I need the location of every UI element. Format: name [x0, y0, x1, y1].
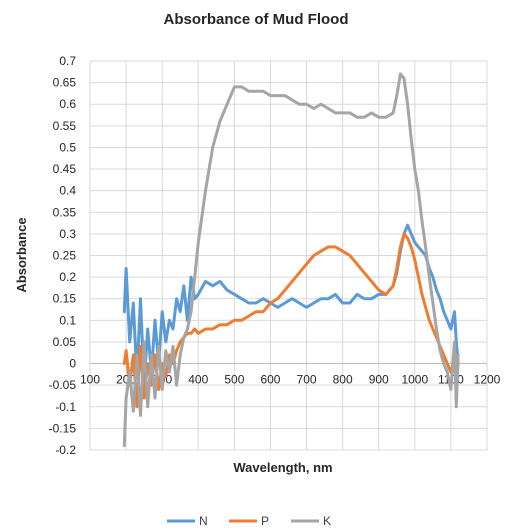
y-tick-label: 0.2 [59, 270, 76, 284]
y-tick-labels: -0.2 -0.15 -0.1 -0.05 0 0.05 0.1 0.15 0.2 0.25 0.3… [49, 54, 77, 457]
y-tick-label: -0.1 [55, 400, 76, 414]
legend-label-k: K [323, 514, 331, 528]
y-tick-label: 0.7 [59, 54, 76, 68]
y-tick-label: 0.5 [59, 140, 76, 154]
x-tick-label: 100 [80, 373, 100, 387]
x-tick-label: 800 [333, 373, 353, 387]
series-line-n [122, 223, 460, 387]
y-tick-label: 0.55 [53, 119, 77, 133]
y-tick-label: 0 [69, 357, 76, 371]
y-tick-label: 0.35 [53, 205, 77, 219]
y-tick-label: -0.15 [49, 421, 77, 435]
y-tick-label: -0.05 [49, 378, 77, 392]
x-axis-title: Wavelength, nm [233, 460, 332, 475]
y-tick-label: -0.2 [55, 443, 76, 457]
y-tick-label: 0.15 [53, 292, 77, 306]
x-tick-label: 600 [260, 373, 280, 387]
y-tick-label: 0.05 [53, 335, 77, 349]
x-tick-label: 400 [188, 373, 208, 387]
y-tick-label: 0.6 [59, 97, 76, 111]
x-tick-label: 500 [224, 373, 244, 387]
y-tick-label: 0.3 [59, 227, 76, 241]
series-line-k [122, 72, 460, 448]
series-lines [122, 72, 460, 448]
y-tick-label: 0.25 [53, 249, 77, 263]
y-tick-label: 0.1 [59, 313, 76, 327]
chart-title: Absorbance of Mud Flood [164, 11, 349, 28]
y-axis-title: Absorbance [14, 217, 29, 292]
legend-label-n: N [199, 514, 208, 528]
x-tick-label: 700 [297, 373, 317, 387]
x-tick-label: 1200 [474, 373, 501, 387]
y-tick-label: 0.65 [53, 76, 77, 90]
x-tick-label: 900 [369, 373, 389, 387]
x-tick-label: 1000 [401, 373, 428, 387]
legend-label-p: P [261, 514, 269, 528]
series-line-p [122, 232, 460, 409]
y-tick-label: 0.45 [53, 162, 77, 176]
y-tick-label: 0.4 [59, 184, 76, 198]
